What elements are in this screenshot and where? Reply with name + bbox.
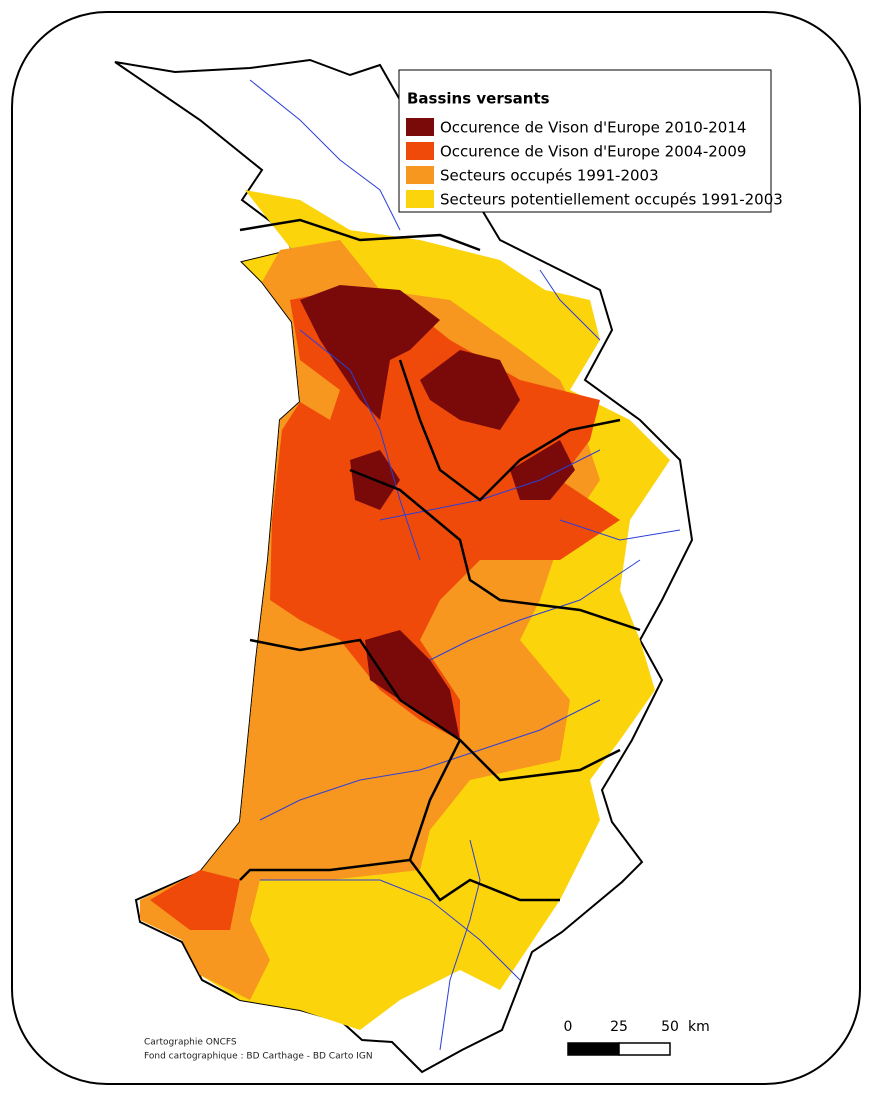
scale-label: 25 [610, 1019, 628, 1035]
scale-unit: km [688, 1019, 710, 1035]
border [349, 468, 641, 632]
basin-borders [239, 218, 641, 902]
legend-label: Secteurs potentiellement occupés 1991-20… [440, 191, 783, 209]
legend-swatch [406, 118, 434, 136]
legend-label: Secteurs occupés 1991-2003 [440, 167, 659, 185]
legend-items: Occurence de Vison d'Europe 2010-2014 Occ… [406, 118, 783, 209]
river [439, 839, 481, 1051]
border [409, 859, 560, 902]
rivers [249, 79, 681, 1051]
river [559, 519, 681, 541]
river [260, 879, 521, 981]
river [259, 699, 601, 821]
zone-darkred [300, 285, 575, 740]
legend-swatch [406, 142, 434, 160]
legend-swatch [406, 190, 434, 208]
scale-bar: 0 25 50 km [564, 1019, 710, 1056]
scale-segment [567, 1042, 620, 1056]
legend-swatch [406, 166, 434, 184]
legend-label: Occurence de Vison d'Europe 2004-2009 [440, 143, 746, 161]
border [239, 218, 481, 252]
zone-red [150, 290, 620, 930]
credit: Cartographie ONCFS [144, 1038, 237, 1048]
border [398, 359, 621, 502]
legend-label: Occurence de Vison d'Europe 2010-2014 [440, 119, 746, 137]
scale-label: 50 [661, 1019, 679, 1035]
border [239, 739, 462, 881]
legend-title: Bassins versants [407, 90, 550, 108]
legend-box [398, 69, 772, 213]
credit: Fond cartographique : BD Carthage - BD C… [144, 1052, 373, 1062]
river [249, 79, 401, 231]
scale-label: 0 [564, 1019, 573, 1035]
scale-segment [618, 1042, 671, 1056]
border [249, 638, 621, 782]
river [299, 329, 421, 561]
river [539, 269, 601, 341]
river [429, 559, 641, 661]
